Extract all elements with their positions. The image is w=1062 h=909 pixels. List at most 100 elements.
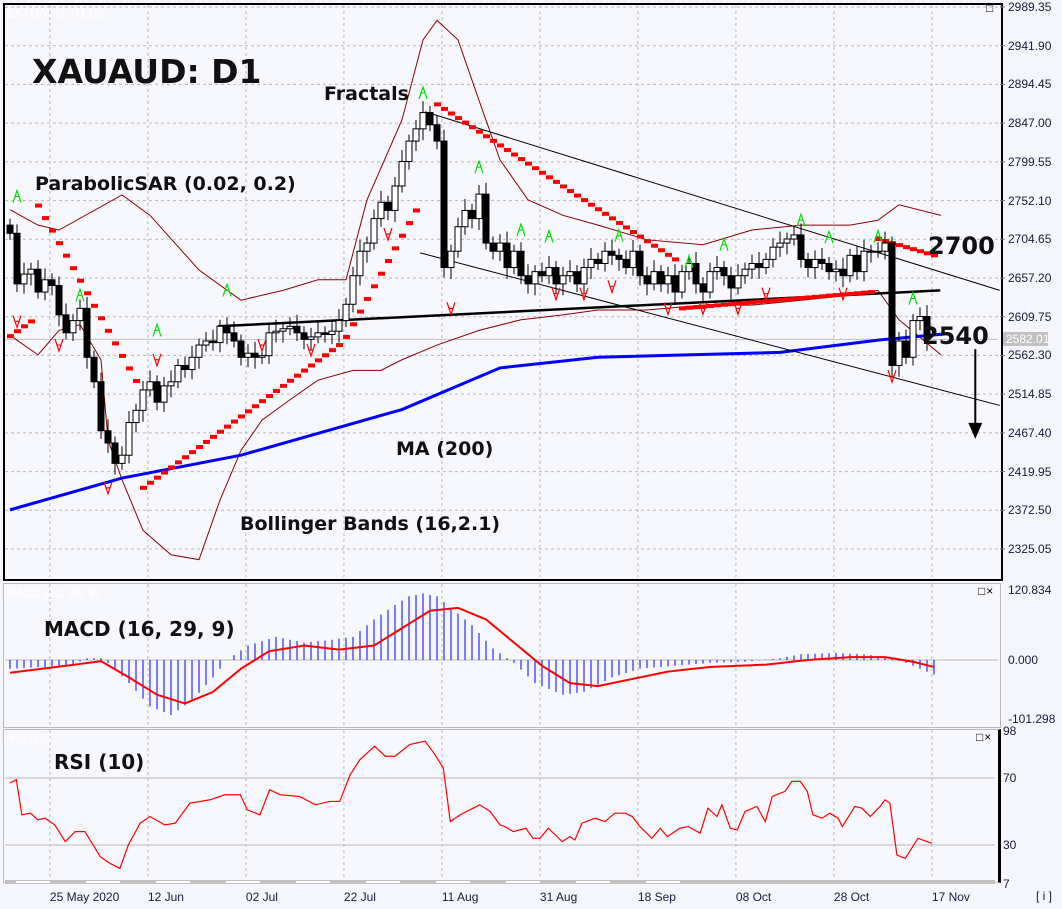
sar-dot (693, 305, 700, 310)
bull-candle (685, 262, 693, 273)
sar-dot (266, 394, 273, 399)
close-icon[interactable]: × (984, 730, 993, 744)
rsi-faint-title: RSI (10) (6, 731, 51, 745)
sar-dot (154, 475, 161, 480)
sar-dot (441, 106, 448, 111)
bull-candle (286, 325, 294, 330)
bull-candle (580, 267, 588, 285)
bear-candle (440, 140, 448, 269)
sar-dot (665, 252, 672, 257)
bear-candle (643, 275, 651, 285)
scrollbar-segment (156, 881, 190, 883)
sar-dot (161, 470, 168, 475)
fractal-down-icon (12, 315, 22, 330)
sar-dot (931, 253, 938, 258)
maximize-icon[interactable]: □ (986, 1, 995, 15)
main-chart-pane[interactable] (3, 3, 1003, 581)
rsi-pane-buttons[interactable]: □× (976, 730, 992, 744)
sar-dot (126, 366, 133, 371)
price-axis-label: 2752.10 (1008, 193, 1052, 208)
bear-candle (181, 364, 189, 371)
scrollbar-segment (646, 881, 680, 883)
bear-candle (83, 307, 91, 358)
bull-candle (398, 160, 406, 187)
maximize-icon[interactable]: □ (976, 730, 985, 744)
info-button[interactable]: [ i ] (1036, 889, 1053, 903)
sar-dot (399, 233, 406, 238)
sar-dot (763, 299, 770, 304)
sar-dot (147, 480, 154, 485)
bear-candle (615, 254, 623, 260)
sar-dot (210, 434, 217, 439)
sar-dot (770, 298, 777, 303)
bull-candle (405, 140, 413, 162)
fractal-up-icon (873, 228, 883, 243)
main-pane-buttons[interactable]: □ (986, 1, 994, 15)
sar-dot (777, 297, 784, 302)
bull-candle (650, 271, 658, 285)
sar-dot (567, 189, 574, 194)
sar-dot (532, 166, 539, 171)
sar-dot (490, 138, 497, 143)
sar-dot (56, 241, 63, 246)
sar-dot (504, 147, 511, 152)
close-icon[interactable]: × (986, 584, 995, 598)
price-axis-label: 2704.65 (1008, 232, 1052, 247)
bull-candle (531, 271, 539, 285)
bull-candle (314, 332, 322, 338)
sar-dot (560, 184, 567, 189)
fractal-up-icon (719, 236, 729, 251)
scrollbar-segment (506, 881, 540, 883)
price-axis-label: 2514.85 (1008, 387, 1052, 402)
fractal-down-icon (103, 481, 113, 496)
bear-candle (804, 258, 812, 269)
bull-candle (832, 268, 840, 273)
bull-candle (20, 273, 28, 285)
sar-dot (791, 296, 798, 301)
fractal-up-icon (908, 290, 918, 305)
bull-candle (328, 330, 336, 335)
bear-candle (671, 275, 679, 293)
bear-candle (839, 268, 847, 277)
bull-candle (867, 250, 875, 253)
scrollbar-segment (226, 881, 260, 883)
bull-candle (629, 250, 637, 269)
sar-dot (28, 319, 35, 324)
fractal-up-icon (222, 282, 232, 297)
sar-dot (21, 324, 28, 329)
sar-dot (259, 399, 266, 404)
fractal-down-icon (838, 287, 848, 302)
bear-candle (573, 271, 581, 285)
sar-dot (406, 221, 413, 226)
bear-candle (230, 332, 238, 342)
sar-dot (84, 291, 91, 296)
sar-dot (434, 102, 441, 107)
macd-pane-buttons[interactable]: □× (978, 584, 994, 598)
bull-candle (769, 246, 777, 260)
sar-dot (756, 299, 763, 304)
sar-dot (217, 429, 224, 434)
maximize-icon[interactable]: □ (978, 584, 987, 598)
sar-dot (413, 208, 420, 213)
sar-dot (784, 297, 791, 302)
bear-candle (797, 234, 805, 260)
bull-candle (160, 385, 168, 403)
bear-candle (209, 340, 217, 344)
bull-candle (811, 258, 819, 269)
bear-candle (608, 250, 616, 256)
fractal-up-icon (796, 212, 806, 227)
bull-candle (783, 238, 791, 244)
bull-candle (69, 320, 77, 334)
macd-pane[interactable] (3, 583, 1001, 728)
sar-dot (910, 247, 917, 252)
bear-candle (657, 271, 665, 285)
fractal-up-icon (418, 85, 428, 100)
sar-dot (140, 485, 147, 490)
bull-candle (377, 201, 385, 220)
bull-candle (895, 340, 903, 366)
sar-dot (735, 301, 742, 306)
price-axis-label: 2562.30 (1008, 348, 1052, 363)
sar-dot (182, 455, 189, 460)
sar-dot (721, 302, 728, 307)
bull-candle (132, 409, 140, 424)
